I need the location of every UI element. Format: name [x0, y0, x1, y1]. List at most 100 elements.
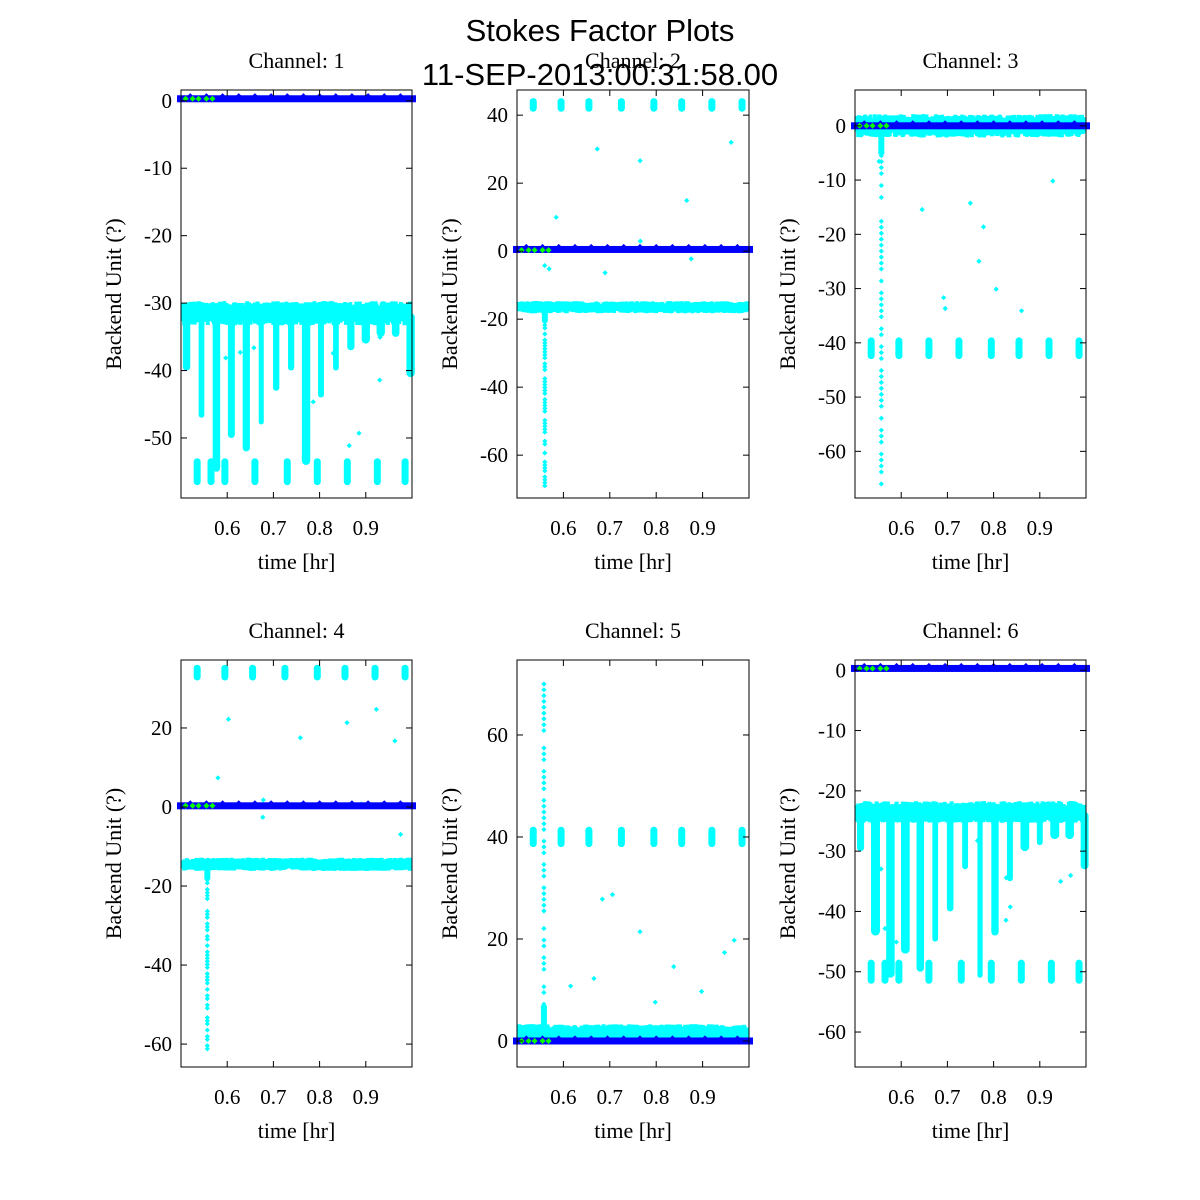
spike-point [542, 468, 548, 474]
blue-point [718, 1035, 724, 1041]
y-tick-label: -20 [144, 874, 172, 898]
blue-point [365, 93, 371, 99]
spike-point [541, 751, 547, 757]
y-tick-label: 0 [836, 658, 847, 682]
cluster-mark [585, 826, 593, 848]
outlier-point [599, 896, 605, 902]
x-tick-label: 0.8 [980, 516, 1006, 540]
y-tick-label: -40 [144, 359, 172, 383]
outlier-point [637, 158, 643, 164]
outlier-point [974, 838, 981, 844]
blue-point [669, 1035, 676, 1041]
spike-point [541, 908, 547, 914]
spike-base [878, 125, 885, 155]
blue-point [333, 93, 339, 99]
spike-point [878, 439, 884, 445]
blue-point [734, 243, 740, 250]
x-axis-label: time [hr] [258, 1118, 336, 1143]
outlier-point [346, 443, 352, 449]
spike-point [878, 296, 884, 302]
green-point [877, 122, 884, 129]
spike-point [204, 880, 210, 886]
outlier-point [942, 305, 948, 312]
x-tick-label: 0.9 [689, 516, 715, 540]
blue-point [572, 1035, 578, 1041]
spike-point [541, 698, 547, 705]
series-cyan [181, 301, 415, 486]
dip-marks [287, 313, 295, 371]
cluster-mark [281, 664, 289, 681]
outlier-point [553, 214, 559, 220]
spike-point [204, 1021, 210, 1027]
x-tick-label: 0.7 [260, 1085, 286, 1109]
spike-point [541, 896, 547, 903]
blue-point [893, 120, 900, 126]
cluster-mark [867, 959, 875, 984]
spike-point [204, 892, 210, 899]
outlier-point [215, 775, 221, 781]
y-tick-label: -50 [818, 960, 846, 984]
spike-point [878, 427, 884, 433]
spike-point [542, 346, 548, 352]
dip-marks [962, 811, 969, 870]
outlier-point [1007, 904, 1013, 910]
spike-point [878, 254, 884, 260]
blue-point [621, 243, 627, 250]
green-point [209, 802, 216, 809]
y-tick-label: -30 [818, 277, 846, 301]
spike-point [204, 1005, 210, 1011]
cluster-mark [401, 664, 409, 681]
x-axis-label: time [hr] [932, 549, 1010, 574]
spike-point [541, 722, 547, 728]
y-tick-label: 40 [487, 103, 508, 127]
cluster-mark [1075, 337, 1083, 360]
plot-area [513, 681, 753, 1045]
blue-point [219, 93, 226, 99]
blue-point [1055, 662, 1061, 669]
green-point [863, 665, 870, 672]
cluster-mark [867, 337, 875, 360]
blue-point [397, 800, 404, 806]
spike-point [542, 438, 548, 444]
cluster-mark [708, 98, 716, 112]
spike-point [541, 774, 547, 780]
blue-point [1071, 662, 1078, 669]
spike-point [204, 958, 210, 964]
green-point [531, 1037, 538, 1044]
blue-point [268, 93, 274, 99]
blue-point [910, 120, 916, 126]
x-tick-label: 0.7 [260, 516, 286, 540]
cluster-mark [557, 98, 565, 112]
spike-point [541, 867, 547, 873]
axes-frame [180, 89, 413, 499]
dip-marks [406, 313, 415, 378]
spike-point [542, 387, 548, 394]
plot-area [177, 664, 416, 1052]
dip-marks [212, 313, 221, 472]
spike-point [541, 681, 547, 687]
spike-point [541, 850, 547, 856]
dip-marks [333, 313, 339, 371]
outlier-point [214, 371, 220, 377]
x-axis-label: time [hr] [594, 549, 672, 574]
outlier-point [377, 377, 383, 383]
dip-marks [1065, 811, 1074, 840]
green-point [539, 247, 546, 254]
cluster-mark [373, 458, 381, 486]
dip-marks [258, 313, 264, 425]
cluster-mark [221, 664, 229, 681]
spike-point [878, 397, 884, 403]
figure-title: Stokes Factor Plots [466, 13, 735, 48]
y-tick-label: -40 [480, 375, 508, 399]
y-tick-label: -50 [818, 385, 846, 409]
spike-point [878, 433, 884, 439]
blue-point [349, 93, 355, 99]
spike-point [541, 757, 547, 763]
spike-point [878, 266, 884, 272]
x-tick-label: 0.6 [550, 1085, 576, 1109]
blue-point [252, 93, 258, 99]
spike-point [878, 481, 884, 487]
cluster-mark [987, 337, 995, 360]
spike-point [541, 873, 547, 879]
outlier-point [980, 224, 987, 230]
